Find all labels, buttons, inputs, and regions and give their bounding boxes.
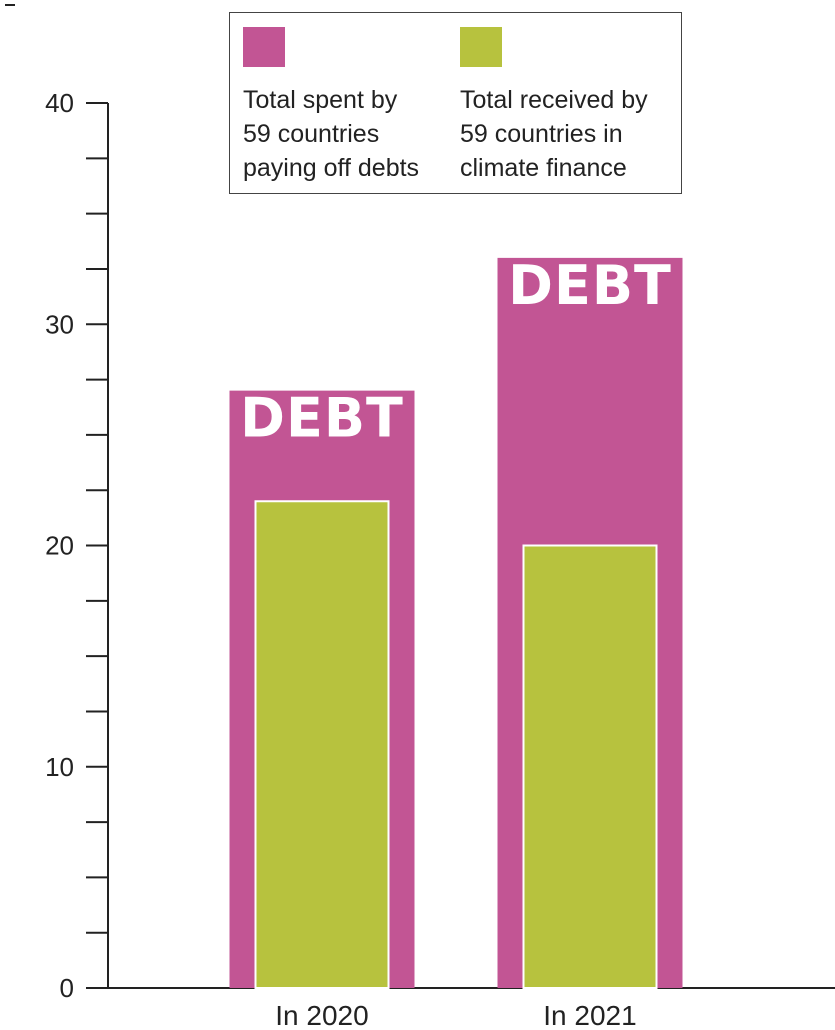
bar-climate — [254, 500, 390, 989]
y-tick-label: 30 — [45, 309, 74, 339]
x-tick-label: In 2021 — [543, 1000, 636, 1030]
legend-swatch-climate — [460, 27, 502, 67]
bar-label-debt: DEBT — [508, 254, 672, 317]
labels: 0 10 20 30 40 DEBT In 2020 DEBT In 2021 — [45, 88, 672, 1030]
bar-climate — [522, 544, 658, 989]
legend: Total spent by 59 countries paying off d… — [229, 12, 682, 194]
axes — [86, 102, 835, 989]
legend-item-climate: Total received by 59 countries in climat… — [460, 27, 648, 185]
corner-mark — [5, 4, 15, 6]
y-tick-label: 40 — [45, 88, 74, 118]
legend-item-debt: Total spent by 59 countries paying off d… — [243, 27, 419, 185]
y-tick-label: 0 — [60, 973, 74, 1003]
legend-swatch-debt — [243, 27, 285, 67]
x-tick-label: In 2020 — [275, 1000, 368, 1030]
legend-label-debt: Total spent by 59 countries paying off d… — [243, 86, 420, 182]
bars — [229, 257, 683, 989]
y-tick-label: 10 — [45, 752, 74, 782]
y-tick-label: 20 — [45, 531, 74, 561]
legend-label-climate: Total received by 59 countries in climat… — [460, 86, 648, 182]
bar-label-debt: DEBT — [240, 387, 404, 450]
